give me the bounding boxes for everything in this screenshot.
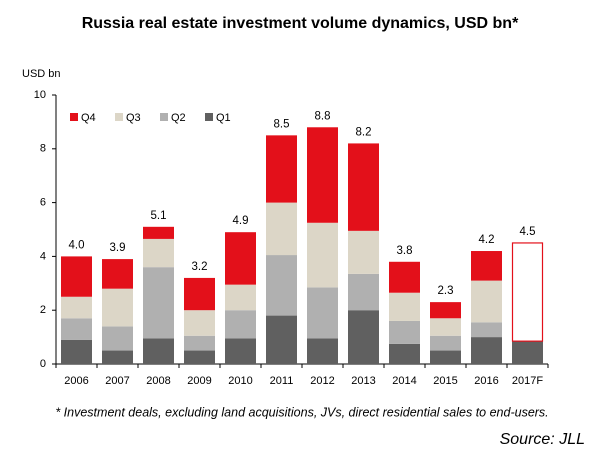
bar-segment bbox=[471, 251, 502, 281]
legend-swatch bbox=[115, 113, 123, 121]
total-label: 4.0 bbox=[69, 239, 85, 251]
bar-segment bbox=[61, 296, 92, 319]
bar-segment bbox=[471, 337, 502, 364]
total-label: 4.2 bbox=[479, 234, 495, 246]
bar-segment bbox=[430, 350, 461, 364]
x-tick-label: 2015 bbox=[433, 375, 457, 387]
bar-segment bbox=[102, 326, 133, 351]
bar-segment bbox=[307, 338, 338, 364]
x-tick-label: 2009 bbox=[187, 375, 211, 387]
legend-label: Q3 bbox=[126, 112, 141, 124]
bar-segment bbox=[266, 135, 297, 203]
total-label: 3.8 bbox=[397, 245, 413, 257]
bar-segment bbox=[348, 230, 379, 274]
y-tick-label: 8 bbox=[40, 143, 46, 155]
bar-segment bbox=[389, 320, 420, 344]
bar-segment bbox=[266, 202, 297, 256]
total-label: 5.1 bbox=[151, 210, 167, 222]
x-tick-label: 2007 bbox=[105, 375, 129, 387]
legend-swatch bbox=[205, 113, 213, 121]
total-label: 8.8 bbox=[315, 110, 331, 122]
total-label: 8.5 bbox=[274, 118, 290, 130]
x-tick-label: 2016 bbox=[474, 375, 498, 387]
source: Source: JLL bbox=[500, 431, 585, 448]
bar-segment bbox=[266, 255, 297, 316]
bar-segment bbox=[61, 256, 92, 297]
y-tick-label: 6 bbox=[40, 197, 46, 209]
y-tick-label: 2 bbox=[40, 304, 46, 316]
bar-segment bbox=[143, 226, 174, 239]
bar-segment bbox=[307, 287, 338, 339]
bar-segment bbox=[389, 343, 420, 364]
bar-segment bbox=[102, 350, 133, 364]
bar-segment bbox=[225, 284, 256, 311]
bar-segment bbox=[307, 127, 338, 223]
bar-segment bbox=[511, 242, 544, 342]
x-tick-label: 2008 bbox=[146, 375, 170, 387]
y-tick-label: 10 bbox=[34, 89, 46, 101]
total-label: 8.2 bbox=[356, 126, 372, 138]
total-label: 2.3 bbox=[438, 285, 454, 297]
bar-segment bbox=[307, 222, 338, 288]
total-label: 4.5 bbox=[520, 226, 536, 238]
chart-title: Russia real estate investment volume dyn… bbox=[82, 15, 519, 32]
bar-segment bbox=[143, 267, 174, 339]
legend-label: Q1 bbox=[216, 112, 231, 124]
bar-segment bbox=[389, 292, 420, 321]
bar-segment bbox=[143, 338, 174, 364]
bar-segment bbox=[225, 338, 256, 364]
footnote: * Investment deals, excluding land acqui… bbox=[55, 405, 548, 419]
bar-segment bbox=[184, 335, 215, 351]
bar-segment bbox=[61, 339, 92, 364]
bar-segment bbox=[430, 302, 461, 319]
bar-segment bbox=[348, 273, 379, 311]
bar-segment bbox=[512, 341, 543, 364]
y-tick-label: 0 bbox=[40, 358, 46, 370]
legend-label: Q4 bbox=[81, 112, 96, 124]
legend-label: Q2 bbox=[171, 112, 186, 124]
x-tick-label: 2012 bbox=[310, 375, 334, 387]
y-tick-label: 4 bbox=[40, 250, 46, 262]
bar-segment bbox=[430, 318, 461, 336]
x-tick-label: 2010 bbox=[228, 375, 252, 387]
bar-segment bbox=[471, 280, 502, 323]
bar-segment bbox=[430, 335, 461, 351]
bar-segment bbox=[184, 350, 215, 364]
legend-swatch bbox=[70, 113, 78, 121]
y-axis-label: USD bn bbox=[22, 68, 61, 80]
bar-segment bbox=[102, 288, 133, 327]
x-tick-label: 2006 bbox=[64, 375, 88, 387]
bar-segment bbox=[389, 261, 420, 293]
bar-segment bbox=[143, 238, 174, 268]
total-label: 3.9 bbox=[110, 242, 126, 254]
x-tick-label: 2017F bbox=[512, 375, 543, 387]
x-tick-label: 2014 bbox=[392, 375, 416, 387]
bar-segment bbox=[102, 259, 133, 289]
x-tick-label: 2011 bbox=[270, 375, 294, 387]
total-label: 3.2 bbox=[192, 261, 208, 273]
bar-segment bbox=[225, 310, 256, 339]
bar-segment bbox=[266, 315, 297, 364]
bar-segment bbox=[225, 232, 256, 285]
bar-segment bbox=[184, 277, 215, 311]
bar-segment bbox=[471, 322, 502, 338]
bar-segment bbox=[61, 318, 92, 340]
legend-swatch bbox=[160, 113, 168, 121]
bar-segment bbox=[348, 143, 379, 231]
total-label: 4.9 bbox=[233, 215, 249, 227]
bar-segment bbox=[348, 310, 379, 364]
bar-segment bbox=[184, 310, 215, 336]
x-tick-label: 2013 bbox=[351, 375, 375, 387]
